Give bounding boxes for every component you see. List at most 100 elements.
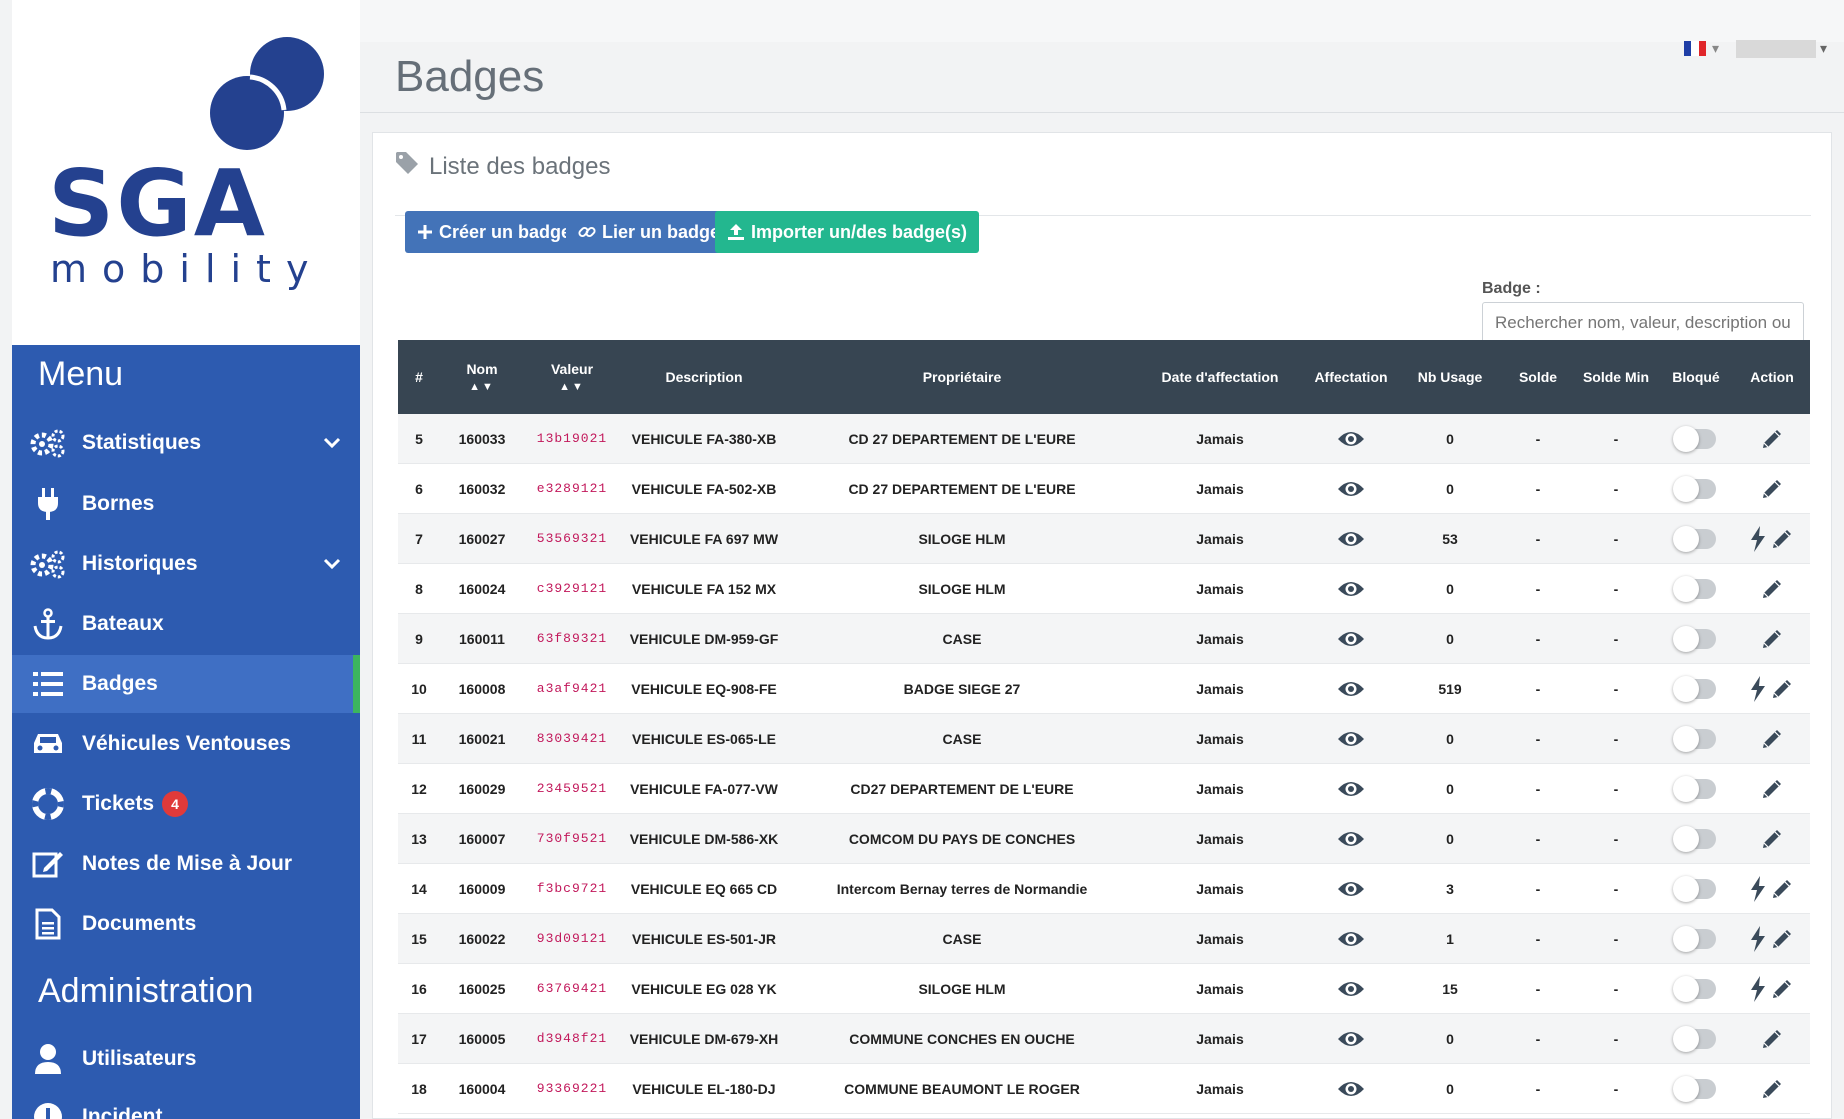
- pencil-icon[interactable]: [1760, 627, 1784, 651]
- bolt-icon[interactable]: [1750, 875, 1766, 902]
- blocked-toggle[interactable]: [1673, 1075, 1716, 1102]
- blocked-toggle[interactable]: [1673, 675, 1716, 702]
- pencil-icon[interactable]: [1770, 877, 1794, 901]
- pencil-icon[interactable]: [1760, 1027, 1784, 1051]
- blocked-toggle[interactable]: [1673, 1025, 1716, 1052]
- pencil-icon[interactable]: [1770, 927, 1794, 951]
- anchor-icon: [28, 607, 68, 641]
- cell-valeur: c3929121: [536, 581, 608, 596]
- sidebar-item-label: Véhicules Ventouses: [82, 732, 291, 755]
- chevron-down-icon[interactable]: ▾: [1820, 40, 1828, 56]
- import-badges-label: Importer un/des badge(s): [751, 221, 968, 242]
- eye-icon[interactable]: [1337, 529, 1365, 549]
- eye-icon[interactable]: [1337, 429, 1365, 449]
- chevron-down-icon[interactable]: ▾: [1712, 40, 1720, 56]
- pencil-icon[interactable]: [1760, 427, 1784, 451]
- sidebar-item-label: Incident: [82, 1105, 163, 1119]
- sidebar-item-documents[interactable]: Documents: [12, 895, 360, 953]
- pencil-icon[interactable]: [1760, 777, 1784, 801]
- cell-date-affectation: Jamais: [1196, 880, 1244, 897]
- column-header: Affectation: [1314, 369, 1388, 385]
- eye-icon[interactable]: [1337, 579, 1365, 599]
- blocked-toggle[interactable]: [1673, 475, 1716, 502]
- logo-subtext: mobility: [50, 247, 324, 291]
- eye-icon[interactable]: [1337, 479, 1365, 499]
- cell-nom: 160021: [458, 730, 506, 747]
- create-badge-button[interactable]: Créer un badge: [405, 211, 584, 253]
- user-menu[interactable]: [1736, 40, 1816, 58]
- lifebuoy-icon: [28, 787, 68, 821]
- pencil-icon[interactable]: [1760, 477, 1784, 501]
- blocked-toggle[interactable]: [1673, 875, 1716, 902]
- flag-fr-icon[interactable]: [1684, 41, 1706, 56]
- blocked-toggle[interactable]: [1673, 825, 1716, 852]
- blocked-toggle[interactable]: [1673, 575, 1716, 602]
- pencil-icon[interactable]: [1760, 577, 1784, 601]
- import-badges-button[interactable]: Importer un/des badge(s): [715, 211, 980, 253]
- eye-icon[interactable]: [1337, 729, 1365, 749]
- cell-nb-usage: 0: [1446, 730, 1454, 747]
- logo[interactable]: SGA mobility: [12, 0, 360, 345]
- sort-icon[interactable]: ▲▼: [469, 381, 495, 393]
- chevron-down-icon[interactable]: [322, 432, 342, 456]
- pencil-icon[interactable]: [1760, 1077, 1784, 1101]
- column-header-valeur[interactable]: Valeur ▲▼: [550, 361, 594, 393]
- sidebar-item-bateaux[interactable]: Bateaux: [12, 595, 360, 653]
- cell-valeur: e3289121: [536, 481, 608, 496]
- link-badge-button[interactable]: Lier un badge: [566, 211, 733, 253]
- sidebar-item-historiques[interactable]: Historiques: [12, 535, 360, 593]
- eye-icon[interactable]: [1337, 1079, 1365, 1099]
- sidebar-item-badges[interactable]: Badges: [12, 655, 360, 713]
- cell-description: VEHICULE EQ-908-FE: [631, 680, 777, 697]
- eye-icon[interactable]: [1337, 929, 1365, 949]
- eye-icon[interactable]: [1337, 979, 1365, 999]
- cell-nb-usage: 1: [1446, 930, 1454, 947]
- eye-icon[interactable]: [1337, 829, 1365, 849]
- blocked-toggle[interactable]: [1673, 725, 1716, 752]
- bolt-icon[interactable]: [1750, 675, 1766, 702]
- blocked-toggle[interactable]: [1673, 775, 1716, 802]
- pencil-icon[interactable]: [1760, 827, 1784, 851]
- bolt-icon[interactable]: [1750, 525, 1766, 552]
- cell-nom: 160024: [458, 580, 506, 597]
- cell-nb-usage: 0: [1446, 580, 1454, 597]
- blocked-toggle[interactable]: [1673, 975, 1716, 1002]
- cell-proprietaire: COMCOM DU PAYS DE CONCHES: [848, 830, 1076, 847]
- column-header: Description: [665, 369, 743, 385]
- eye-icon[interactable]: [1337, 779, 1365, 799]
- chevron-down-icon[interactable]: [322, 553, 342, 577]
- cell-date-affectation: Jamais: [1196, 630, 1244, 647]
- sidebar-item-bornes[interactable]: Bornes: [12, 475, 360, 533]
- bolt-icon[interactable]: [1750, 975, 1766, 1002]
- blocked-toggle[interactable]: [1673, 525, 1716, 552]
- pencil-icon[interactable]: [1770, 677, 1794, 701]
- sidebar-item-notes-mise-a-jour[interactable]: Notes de Mise à Jour: [12, 835, 360, 893]
- pencil-icon[interactable]: [1760, 727, 1784, 751]
- eye-icon[interactable]: [1337, 1029, 1365, 1049]
- sort-icon[interactable]: ▲▼: [559, 381, 585, 393]
- cell-proprietaire: COMMUNE BEAUMONT LE ROGER: [844, 1080, 1080, 1097]
- create-badge-label: Créer un badge: [439, 221, 572, 242]
- blocked-toggle[interactable]: [1673, 625, 1716, 652]
- sidebar-item-utilisateurs[interactable]: Utilisateurs: [12, 1030, 360, 1088]
- cell-solde-min: -: [1613, 780, 1619, 797]
- blocked-toggle[interactable]: [1673, 925, 1716, 952]
- eye-icon[interactable]: [1337, 629, 1365, 649]
- bolt-icon[interactable]: [1750, 925, 1766, 952]
- sidebar-item-incident[interactable]: Incident: [12, 1088, 360, 1119]
- column-header-nom[interactable]: Nom ▲▼: [466, 361, 498, 393]
- badge-search-input[interactable]: [1482, 302, 1804, 344]
- blocked-toggle[interactable]: [1673, 425, 1716, 452]
- sidebar-item-vehicules-ventouses[interactable]: Véhicules Ventouses: [12, 715, 360, 773]
- pencil-icon[interactable]: [1770, 527, 1794, 551]
- cell-nb-usage: 0: [1446, 1030, 1454, 1047]
- logo-text: SGA: [48, 150, 267, 257]
- sidebar-item-tickets[interactable]: Tickets 4: [12, 775, 360, 833]
- sidebar-item-label: Historiques: [82, 552, 198, 575]
- panel-heading: Liste des badges: [395, 151, 610, 182]
- eye-icon[interactable]: [1337, 679, 1365, 699]
- pencil-icon[interactable]: [1770, 977, 1794, 1001]
- eye-icon[interactable]: [1337, 879, 1365, 899]
- cell-solde: -: [1535, 430, 1541, 447]
- sidebar-item-statistiques[interactable]: Statistiques: [12, 414, 360, 472]
